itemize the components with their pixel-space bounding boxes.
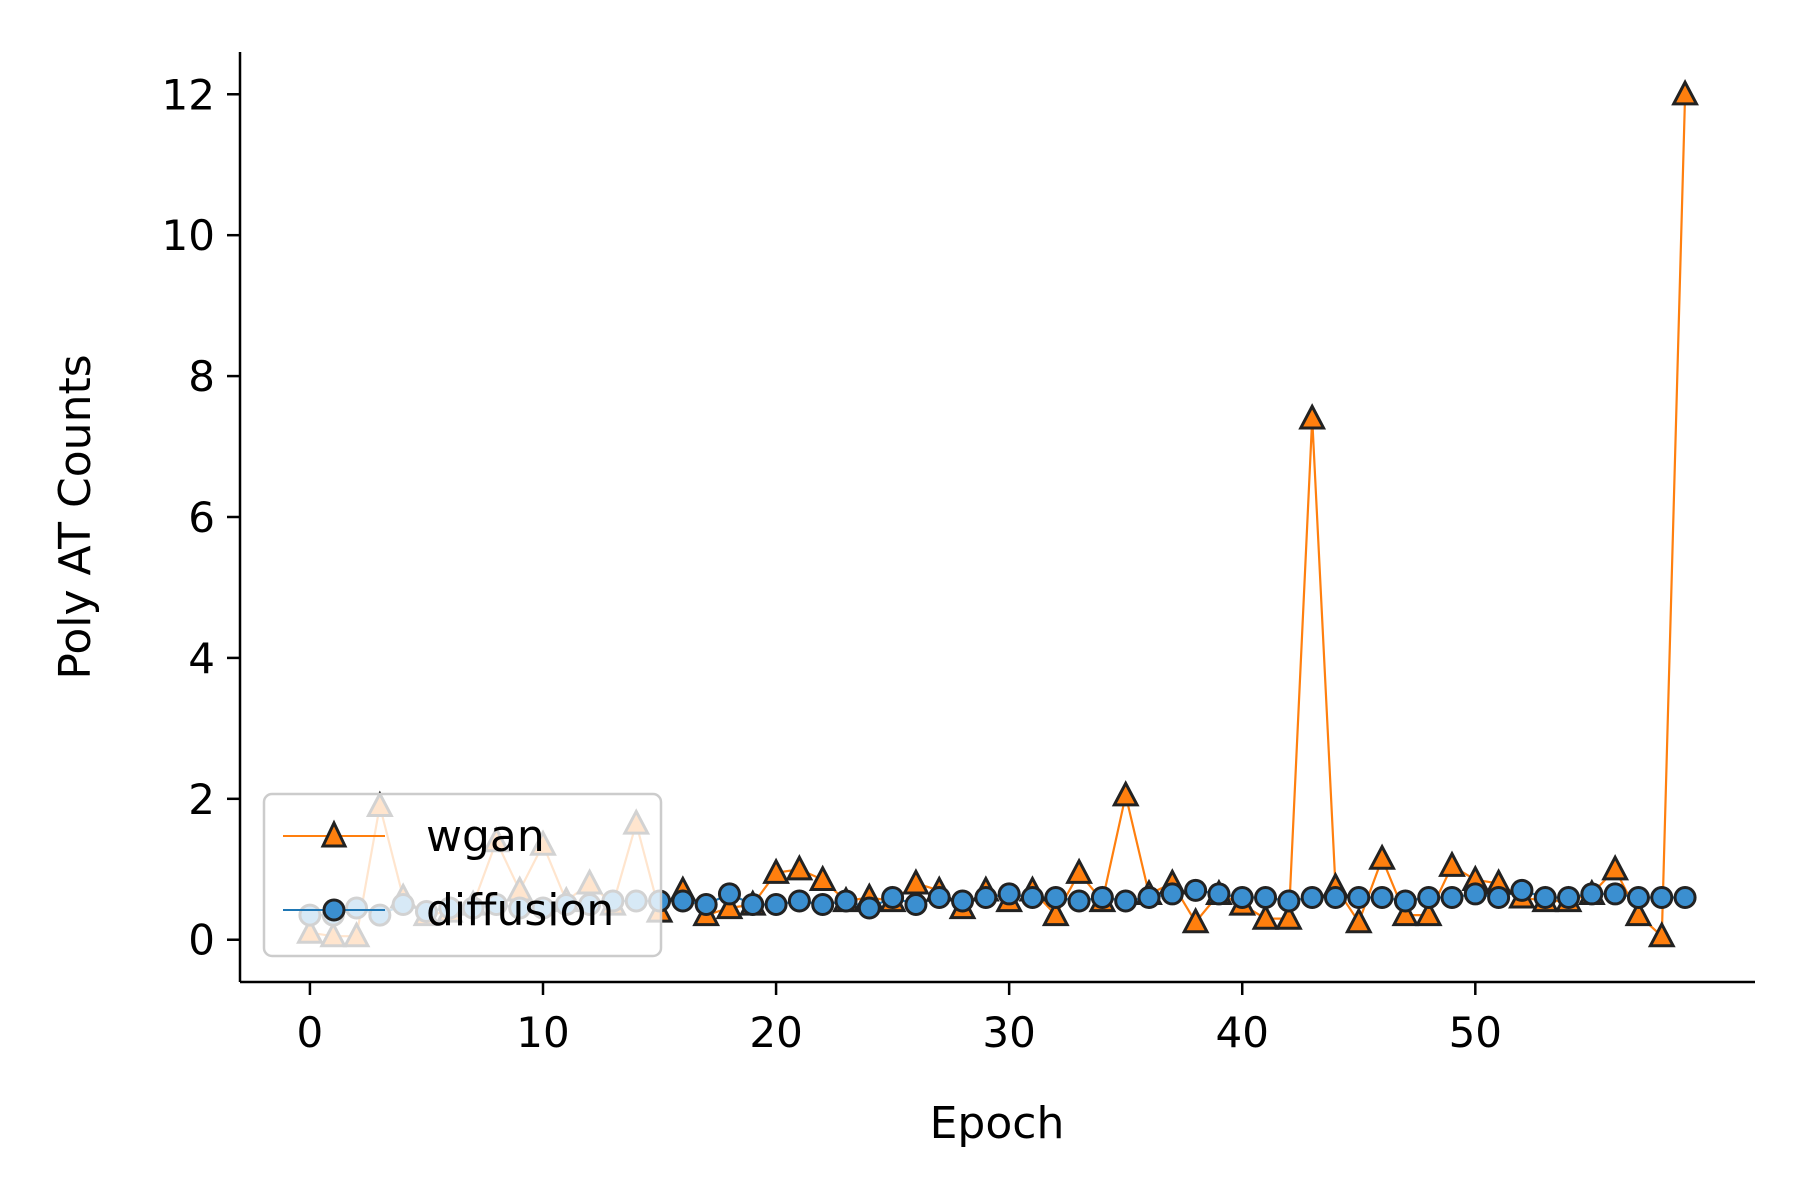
diffusion-point (1487, 885, 1511, 909)
diffusion-point (694, 893, 718, 916)
legend-wgan-label: wgan (426, 811, 545, 862)
ticks-layer: 0 10 20 30 40 50 0 2 4 6 8 10 12 (162, 70, 1502, 1057)
x-tick-label: 0 (297, 1008, 324, 1057)
diffusion-point (997, 882, 1021, 906)
y-tick-label: 0 (188, 916, 215, 965)
diffusion-point (974, 885, 998, 909)
wgan-point (808, 864, 837, 891)
diffusion-point (1067, 889, 1091, 913)
diffusion-point (1440, 885, 1464, 909)
diffusion-point (1114, 889, 1138, 913)
diffusion-point (857, 896, 881, 920)
wgan-point (1344, 906, 1373, 934)
y-tick-label: 10 (162, 211, 215, 260)
diffusion-point (1510, 878, 1534, 902)
x-tick-label: 30 (982, 1008, 1035, 1057)
diffusion-point (1603, 882, 1627, 906)
y-tick-label: 12 (162, 70, 215, 119)
diffusion-point (927, 885, 951, 909)
diffusion-point (741, 893, 765, 916)
diffusion-point (1300, 885, 1324, 909)
wgan-point (1647, 920, 1676, 948)
wgan-point (1251, 903, 1280, 930)
wgan-point (1181, 906, 1210, 934)
diffusion-point (1673, 885, 1697, 909)
wgan-point (902, 868, 930, 895)
wgan-point (1274, 903, 1303, 930)
diffusion-point (764, 893, 788, 916)
diffusion-point (1277, 889, 1301, 913)
diffusion-point (787, 889, 811, 913)
diffusion-point (811, 893, 835, 916)
diffusion-point (1557, 885, 1581, 909)
legend-wgan-marker (320, 819, 348, 848)
wgan-point (1368, 843, 1396, 870)
y-tick-label: 2 (188, 775, 215, 824)
legend: wgan diffusion (262, 792, 663, 958)
diffusion-point (717, 882, 741, 906)
diffusion-point (1184, 878, 1208, 902)
diffusion-point (671, 889, 695, 913)
diffusion-point (1207, 882, 1231, 906)
legend-frame (262, 792, 663, 958)
diffusion-point (1090, 885, 1114, 909)
x-axis-title: Epoch (930, 1098, 1065, 1149)
wgan-point (1298, 403, 1327, 430)
diffusion-point (1393, 889, 1417, 913)
diffusion-point (1347, 885, 1371, 909)
diffusion-point (1580, 882, 1604, 906)
wgan-point (1601, 854, 1630, 881)
diffusion-point (904, 893, 928, 916)
diffusion-point (1463, 882, 1487, 906)
wgan-point (1671, 79, 1699, 106)
x-tick-label: 50 (1449, 1008, 1502, 1057)
wgan-point (1414, 899, 1443, 927)
diffusion-point (1044, 885, 1068, 909)
legend-diffusion-marker (322, 898, 346, 922)
diffusion-point (1533, 885, 1557, 909)
diffusion-point (1323, 885, 1347, 909)
x-tick-label: 40 (1216, 1008, 1269, 1057)
wgan-point (1624, 899, 1653, 927)
diffusion-point (1160, 882, 1184, 906)
x-tick-label: 20 (749, 1008, 802, 1057)
y-tick-label: 8 (188, 352, 215, 401)
legend-diffusion-label: diffusion (426, 885, 614, 936)
diffusion-point (834, 889, 858, 913)
wgan-point (1111, 780, 1140, 807)
y-tick-label: 4 (188, 634, 215, 683)
y-axis-title: Poly AT Counts (50, 354, 101, 679)
x-tick-label: 10 (516, 1008, 569, 1057)
wgan-point (1041, 899, 1070, 927)
diffusion-point (1137, 885, 1161, 909)
wgan-point (785, 854, 814, 881)
diffusion-point (1254, 885, 1278, 909)
diffusion-point (1650, 885, 1674, 909)
diffusion-point (1417, 885, 1441, 909)
wgan-point (715, 892, 744, 920)
diffusion-point (1626, 885, 1650, 909)
diffusion-point (1230, 885, 1254, 909)
wgan-point (1391, 899, 1420, 927)
wgan-point (1438, 850, 1466, 877)
wgan-point (762, 857, 790, 884)
diffusion-point (951, 889, 975, 913)
wgan-point (1065, 857, 1093, 884)
diffusion-point (1370, 885, 1394, 909)
diffusion-point (881, 885, 905, 909)
y-tick-label: 6 (188, 493, 215, 542)
diffusion-point (1020, 885, 1044, 909)
